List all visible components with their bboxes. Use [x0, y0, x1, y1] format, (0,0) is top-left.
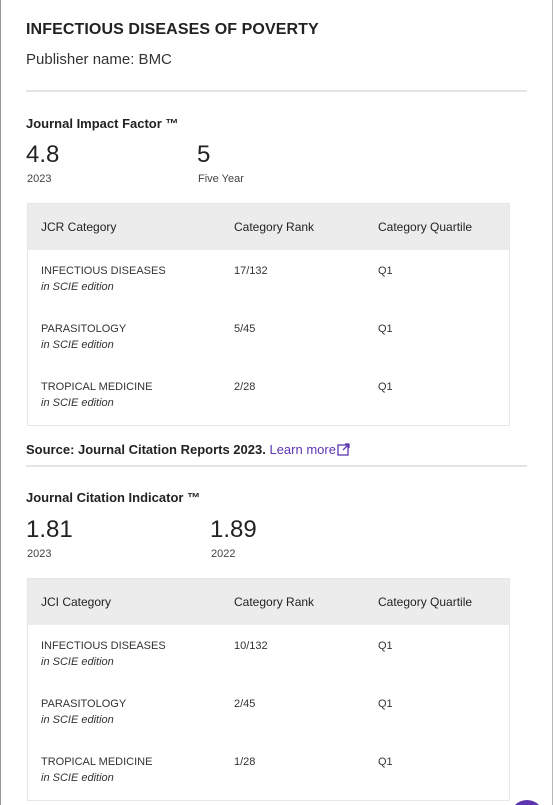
impact-factor-value: 4.8 [26, 141, 60, 168]
table-header: JCI Category Category Rank Category Quar… [28, 579, 509, 625]
column-header-rank: Category Rank [234, 220, 315, 234]
column-header-quartile: Category Quartile [378, 220, 473, 234]
column-header-quartile: Category Quartile [378, 595, 473, 609]
category-edition: in SCIE edition [41, 281, 114, 293]
category-rank: 2/45 [234, 698, 256, 710]
category-edition: in SCIE edition [41, 339, 114, 351]
category-edition: in SCIE edition [41, 772, 114, 784]
jci-value-current: 1.81 [26, 516, 73, 543]
jci-year-current: 2023 [27, 548, 52, 560]
jcr-category-table: JCR Category Category Rank Category Quar… [27, 203, 510, 426]
category-quartile: Q1 [378, 323, 393, 335]
category-quartile: Q1 [378, 698, 393, 710]
category-name: INFECTIOUS DISEASES [41, 265, 166, 277]
category-rank: 1/28 [234, 756, 256, 768]
divider [26, 465, 527, 467]
journal-title: INFECTIOUS DISEASES OF POVERTY [26, 21, 319, 38]
five-year-impact-factor-value: 5 [197, 141, 211, 168]
five-year-label: Five Year [198, 173, 244, 185]
jci-category-table: JCI Category Category Rank Category Quar… [27, 578, 510, 801]
learn-more-link[interactable]: Learn more [269, 442, 350, 459]
source-line: Source: Journal Citation Reports 2023. L… [26, 442, 350, 459]
table-row: TROPICAL MEDICINE in SCIE edition 1/28 Q… [28, 741, 509, 799]
category-name: TROPICAL MEDICINE [41, 756, 153, 768]
category-name: INFECTIOUS DISEASES [41, 640, 166, 652]
category-rank: 10/132 [234, 640, 268, 652]
category-quartile: Q1 [378, 756, 393, 768]
category-edition: in SCIE edition [41, 656, 114, 668]
external-link-icon [337, 443, 350, 459]
category-name: TROPICAL MEDICINE [41, 381, 153, 393]
column-header-category: JCR Category [41, 220, 117, 234]
column-header-rank: Category Rank [234, 595, 315, 609]
citation-indicator-heading: Journal Citation Indicator ™ [26, 490, 201, 505]
impact-factor-heading: Journal Impact Factor ™ [26, 116, 179, 131]
help-chat-button[interactable] [510, 800, 544, 805]
learn-more-label: Learn more [269, 442, 336, 457]
table-row: INFECTIOUS DISEASES in SCIE edition 17/1… [28, 250, 509, 308]
jci-year-previous: 2022 [211, 548, 236, 560]
category-name: PARASITOLOGY [41, 323, 127, 335]
category-rank: 17/132 [234, 265, 268, 277]
jci-value-previous: 1.89 [210, 516, 257, 543]
table-row: PARASITOLOGY in SCIE edition 2/45 Q1 [28, 683, 509, 741]
column-header-category: JCI Category [41, 595, 112, 609]
impact-factor-year: 2023 [27, 173, 52, 185]
table-row: INFECTIOUS DISEASES in SCIE edition 10/1… [28, 625, 509, 683]
category-rank: 5/45 [234, 323, 256, 335]
category-rank: 2/28 [234, 381, 256, 393]
publisher-name: Publisher name: BMC [26, 51, 172, 68]
category-quartile: Q1 [378, 381, 393, 393]
divider [26, 90, 527, 92]
category-name: PARASITOLOGY [41, 698, 127, 710]
table-header: JCR Category Category Rank Category Quar… [28, 204, 509, 250]
category-edition: in SCIE edition [41, 714, 114, 726]
category-quartile: Q1 [378, 640, 393, 652]
table-row: PARASITOLOGY in SCIE edition 5/45 Q1 [28, 308, 509, 366]
source-text: Source: Journal Citation Reports 2023. [26, 442, 266, 457]
category-edition: in SCIE edition [41, 397, 114, 409]
category-quartile: Q1 [378, 265, 393, 277]
table-row: TROPICAL MEDICINE in SCIE edition 2/28 Q… [28, 366, 509, 424]
